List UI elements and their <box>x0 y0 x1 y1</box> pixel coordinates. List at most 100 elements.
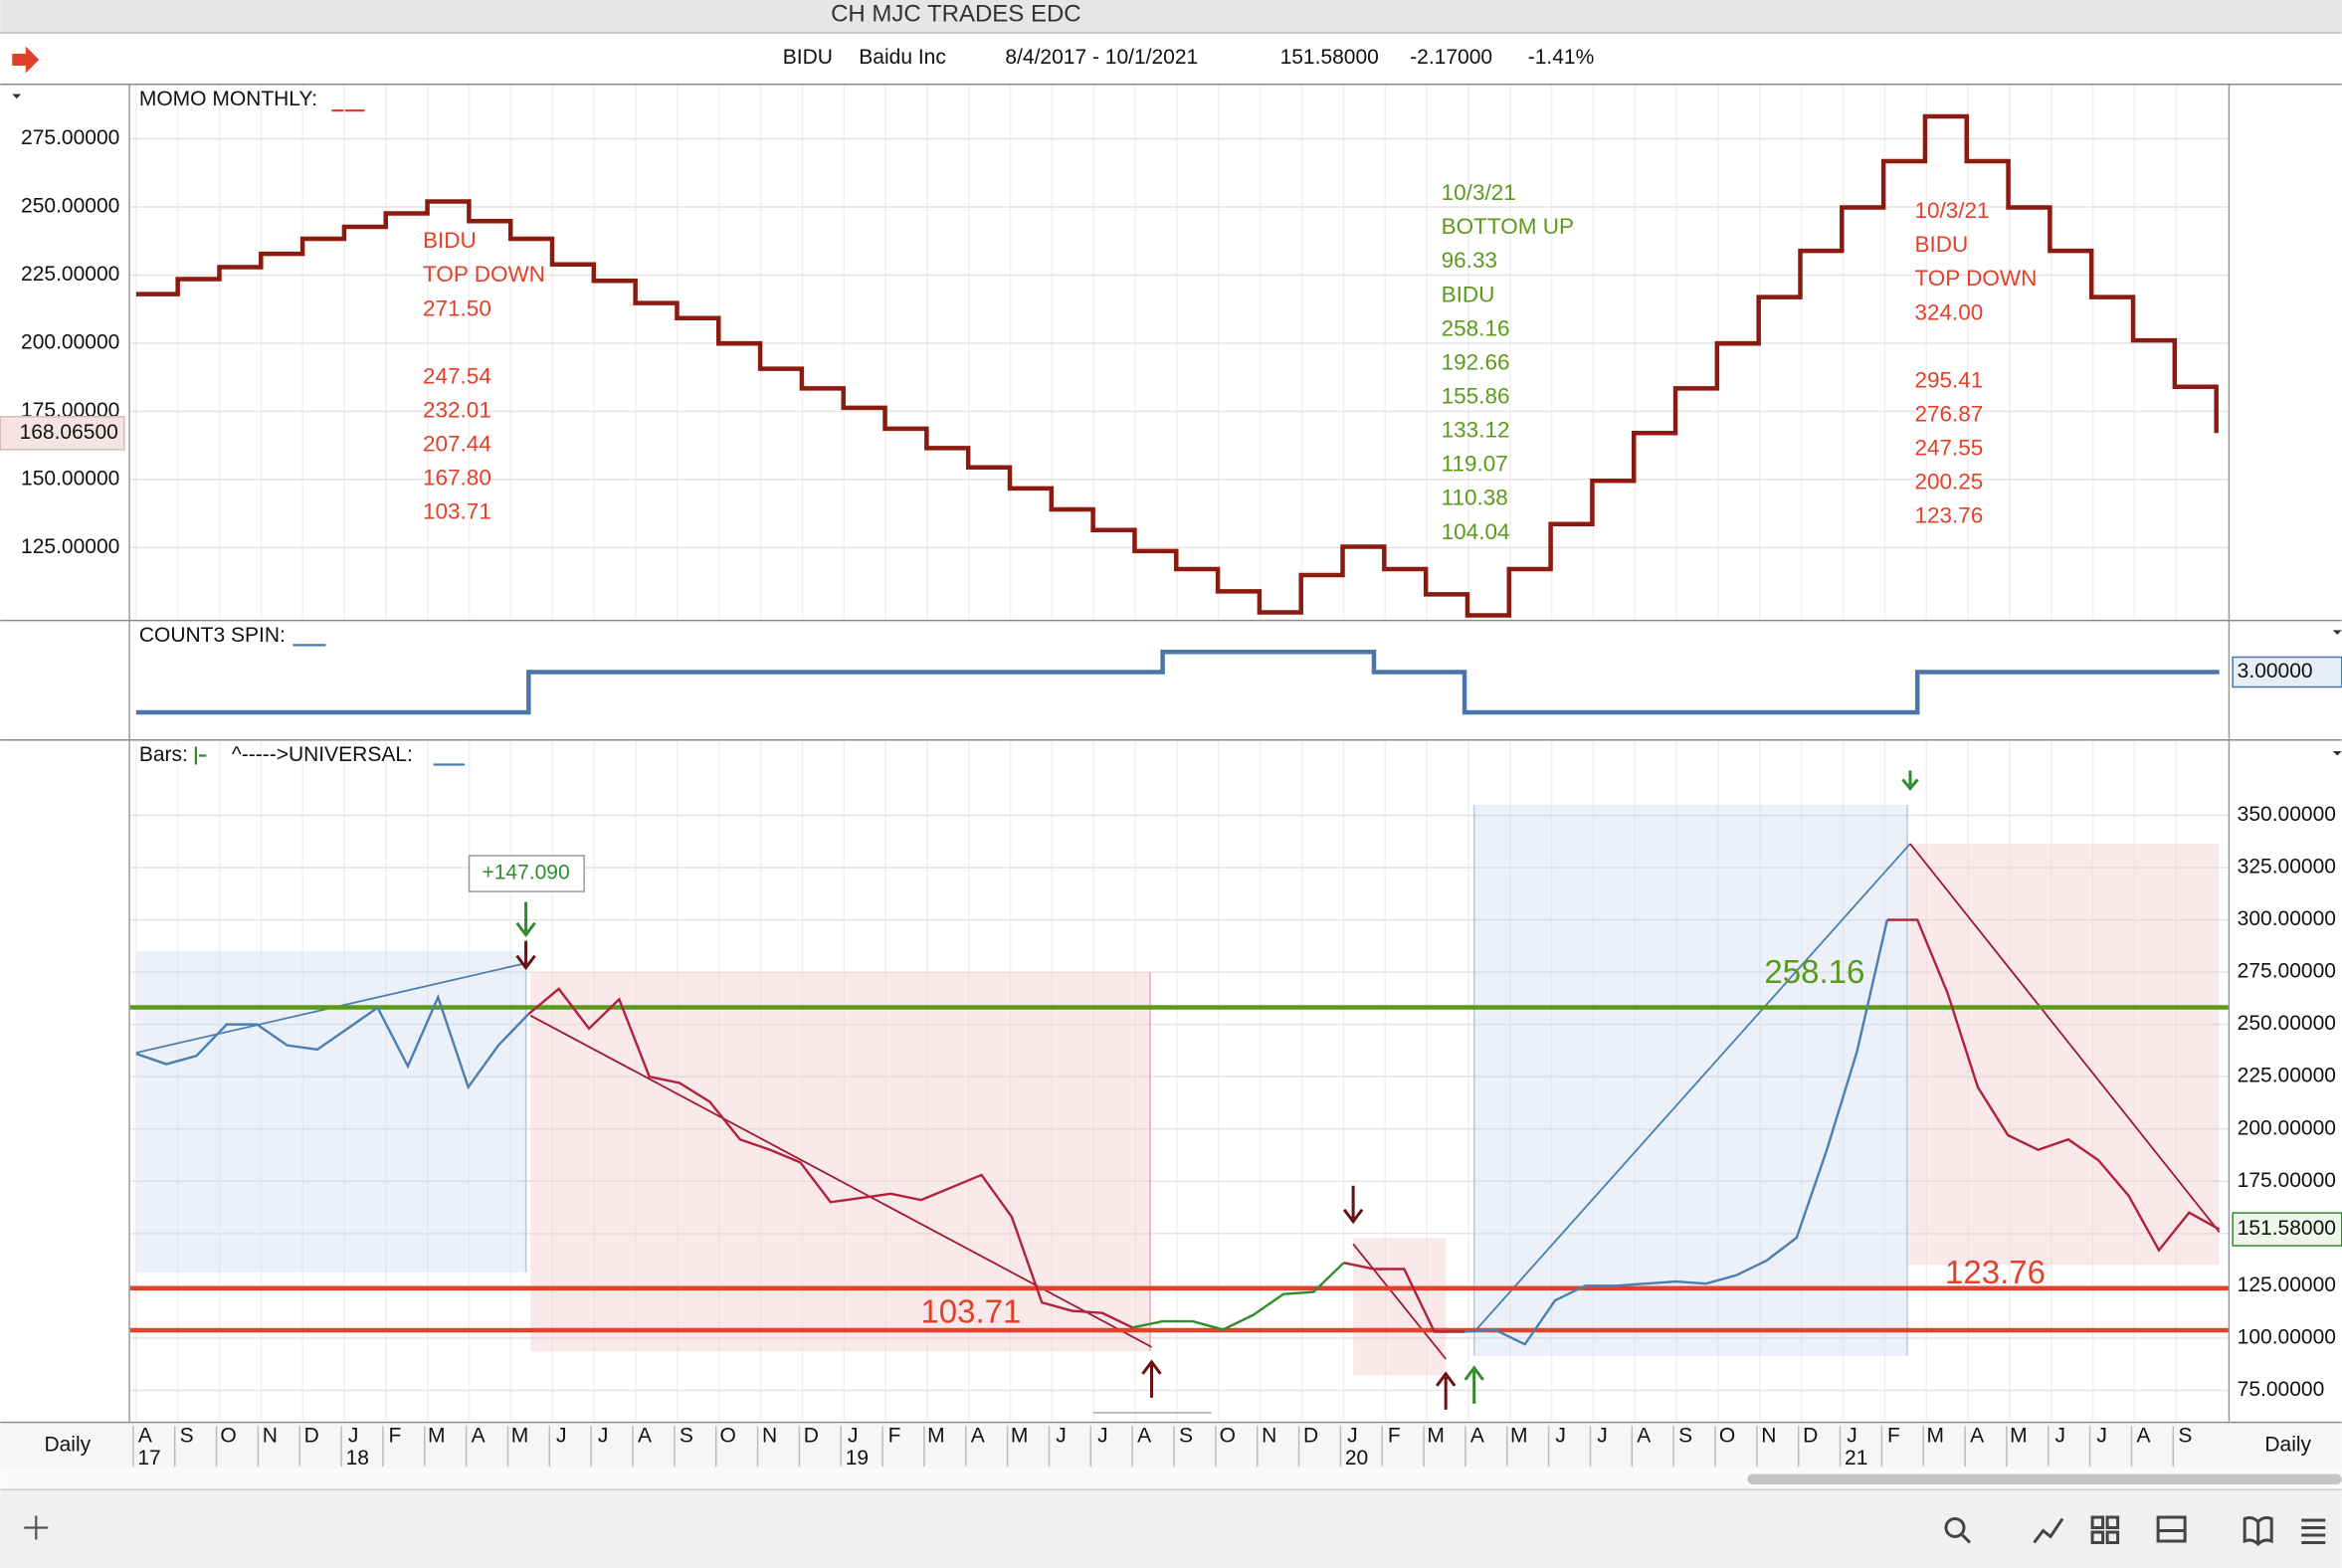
y-tick-label: 150.00000 <box>21 467 119 490</box>
toolbar <box>0 1488 2342 1568</box>
book-icon[interactable] <box>2243 1515 2273 1547</box>
x-tick-label: J <box>2055 1424 2066 1447</box>
x-tick-label: N <box>762 1424 777 1447</box>
period-left[interactable]: Daily <box>44 1433 91 1456</box>
annotation-line: 207.44 <box>423 432 491 457</box>
level-label: 258.16 <box>1764 953 1864 990</box>
y-tick-label: 325.00000 <box>2238 856 2336 879</box>
annotation-line: 324.00 <box>1914 299 1983 324</box>
annotation-line: 247.55 <box>1914 436 1983 461</box>
scrollbar[interactable] <box>1747 1473 2342 1484</box>
y-tick-label: 125.00000 <box>21 535 119 558</box>
annotation-line: BIDU <box>423 228 477 253</box>
x-tick-label: J <box>1347 1424 1357 1447</box>
annotation-line: 104.04 <box>1442 519 1510 544</box>
annotation-line: 10/3/21 <box>1442 180 1516 205</box>
x-tick-label: A <box>1137 1424 1151 1447</box>
trend-line <box>529 1014 1152 1348</box>
annotation-line: 200.25 <box>1914 470 1983 494</box>
x-tick-label: M <box>1926 1424 1944 1447</box>
x-tick-label: J <box>348 1424 359 1447</box>
date-range: 8/4/2017 - 10/1/2021 <box>1005 46 1198 69</box>
y-tick-label: 250.00000 <box>21 195 119 218</box>
zone-down <box>530 972 1150 1352</box>
x-tick-label: A <box>971 1424 985 1447</box>
x-tick-label: J <box>1597 1424 1608 1447</box>
x-tick-label: A <box>472 1424 486 1447</box>
x-tick-label: M <box>2010 1424 2028 1447</box>
annotation-line: TOP DOWN <box>423 262 545 287</box>
annotation-line: 192.66 <box>1442 349 1510 374</box>
x-tick-label: M <box>511 1424 529 1447</box>
x-tick-label: O <box>220 1424 236 1447</box>
annotation-line: 247.54 <box>423 363 491 388</box>
arrow-down <box>515 901 536 938</box>
x-tick-label: S <box>1179 1424 1193 1447</box>
trend-line <box>1473 843 1911 1333</box>
panel-menu[interactable] <box>2332 630 2342 635</box>
y-tick-label: 225.00000 <box>2238 1065 2336 1087</box>
x-tick-label: S <box>680 1424 693 1447</box>
x-tick-label: M <box>1510 1424 1528 1447</box>
x-tick-label: F <box>888 1424 901 1447</box>
x-tick-label: D <box>1303 1424 1318 1447</box>
y-tick-label: 75.00000 <box>2238 1378 2325 1401</box>
panel-menu[interactable] <box>2332 750 2342 756</box>
search-icon[interactable] <box>1944 1516 1972 1544</box>
zone-up <box>1473 805 1907 1356</box>
x-tick-label: J <box>1555 1424 1566 1447</box>
x-tick-label: A <box>1970 1424 1984 1447</box>
x-tick-label: J <box>1097 1424 1108 1447</box>
annotation-line: 295.41 <box>1914 367 1983 392</box>
annotation-line: 258.16 <box>1442 315 1510 340</box>
x-tick-label: J <box>1056 1424 1067 1447</box>
x-tick-label: J <box>2096 1424 2107 1447</box>
x-tick-label: M <box>1011 1424 1028 1447</box>
x-tick-label: J <box>556 1424 567 1447</box>
change-box <box>468 855 585 892</box>
y-tick-label: 275.00000 <box>2238 960 2336 983</box>
menu-icon[interactable] <box>2301 1518 2326 1544</box>
panel-title: COUNT3 SPIN: <box>139 624 286 647</box>
year-label: 17 <box>137 1447 160 1470</box>
y-tick-label: 300.00000 <box>2238 907 2336 930</box>
panel-title: MOMO MONTHLY: <box>139 88 317 110</box>
y-tick-label: 100.00000 <box>2238 1325 2336 1348</box>
level-label: 123.76 <box>1945 1254 2046 1290</box>
company-name: Baidu Inc <box>859 46 946 69</box>
annotation-line: 103.71 <box>423 499 491 524</box>
annotation-line: 232.01 <box>423 397 491 422</box>
annotation-line: 167.80 <box>423 466 491 490</box>
panel-menu[interactable] <box>12 94 22 99</box>
arrow-up <box>1141 1359 1162 1398</box>
red-arrow-icon[interactable] <box>12 46 40 74</box>
x-tick-label: S <box>1678 1424 1692 1447</box>
x-tick-label: A <box>638 1424 652 1447</box>
annotation-line: 133.12 <box>1442 418 1510 443</box>
year-label: 21 <box>1845 1447 1867 1470</box>
annotation-line: 271.50 <box>423 295 491 320</box>
arrow-down <box>1901 770 1919 791</box>
y-tick-label: 125.00000 <box>2238 1274 2336 1296</box>
x-tick-label: J <box>848 1424 858 1447</box>
x-tick-label: F <box>1388 1424 1401 1447</box>
price-change: -2.17000 <box>1410 46 1492 69</box>
symbol: BIDU <box>783 46 833 69</box>
add-button[interactable] <box>24 1515 49 1540</box>
grid-icon[interactable] <box>2090 1515 2120 1544</box>
x-axis-bar <box>0 1423 2342 1469</box>
zone-down <box>1908 844 2220 1266</box>
layout-icon[interactable] <box>2156 1515 2187 1543</box>
y-tick-label: 275.00000 <box>21 126 119 149</box>
y-tick-label: 225.00000 <box>21 263 119 286</box>
annotation-line: 10/3/21 <box>1914 198 1989 223</box>
x-tick-label: N <box>1761 1424 1776 1447</box>
x-tick-label: A <box>138 1424 152 1447</box>
x-tick-label: O <box>1719 1424 1735 1447</box>
last-price: 151.58000 <box>1280 46 1379 69</box>
annotation-line: BOTTOM UP <box>1442 214 1574 239</box>
period-right[interactable]: Daily <box>2264 1433 2311 1456</box>
chart-icon[interactable] <box>2033 1517 2064 1544</box>
current-value-box <box>0 416 125 451</box>
